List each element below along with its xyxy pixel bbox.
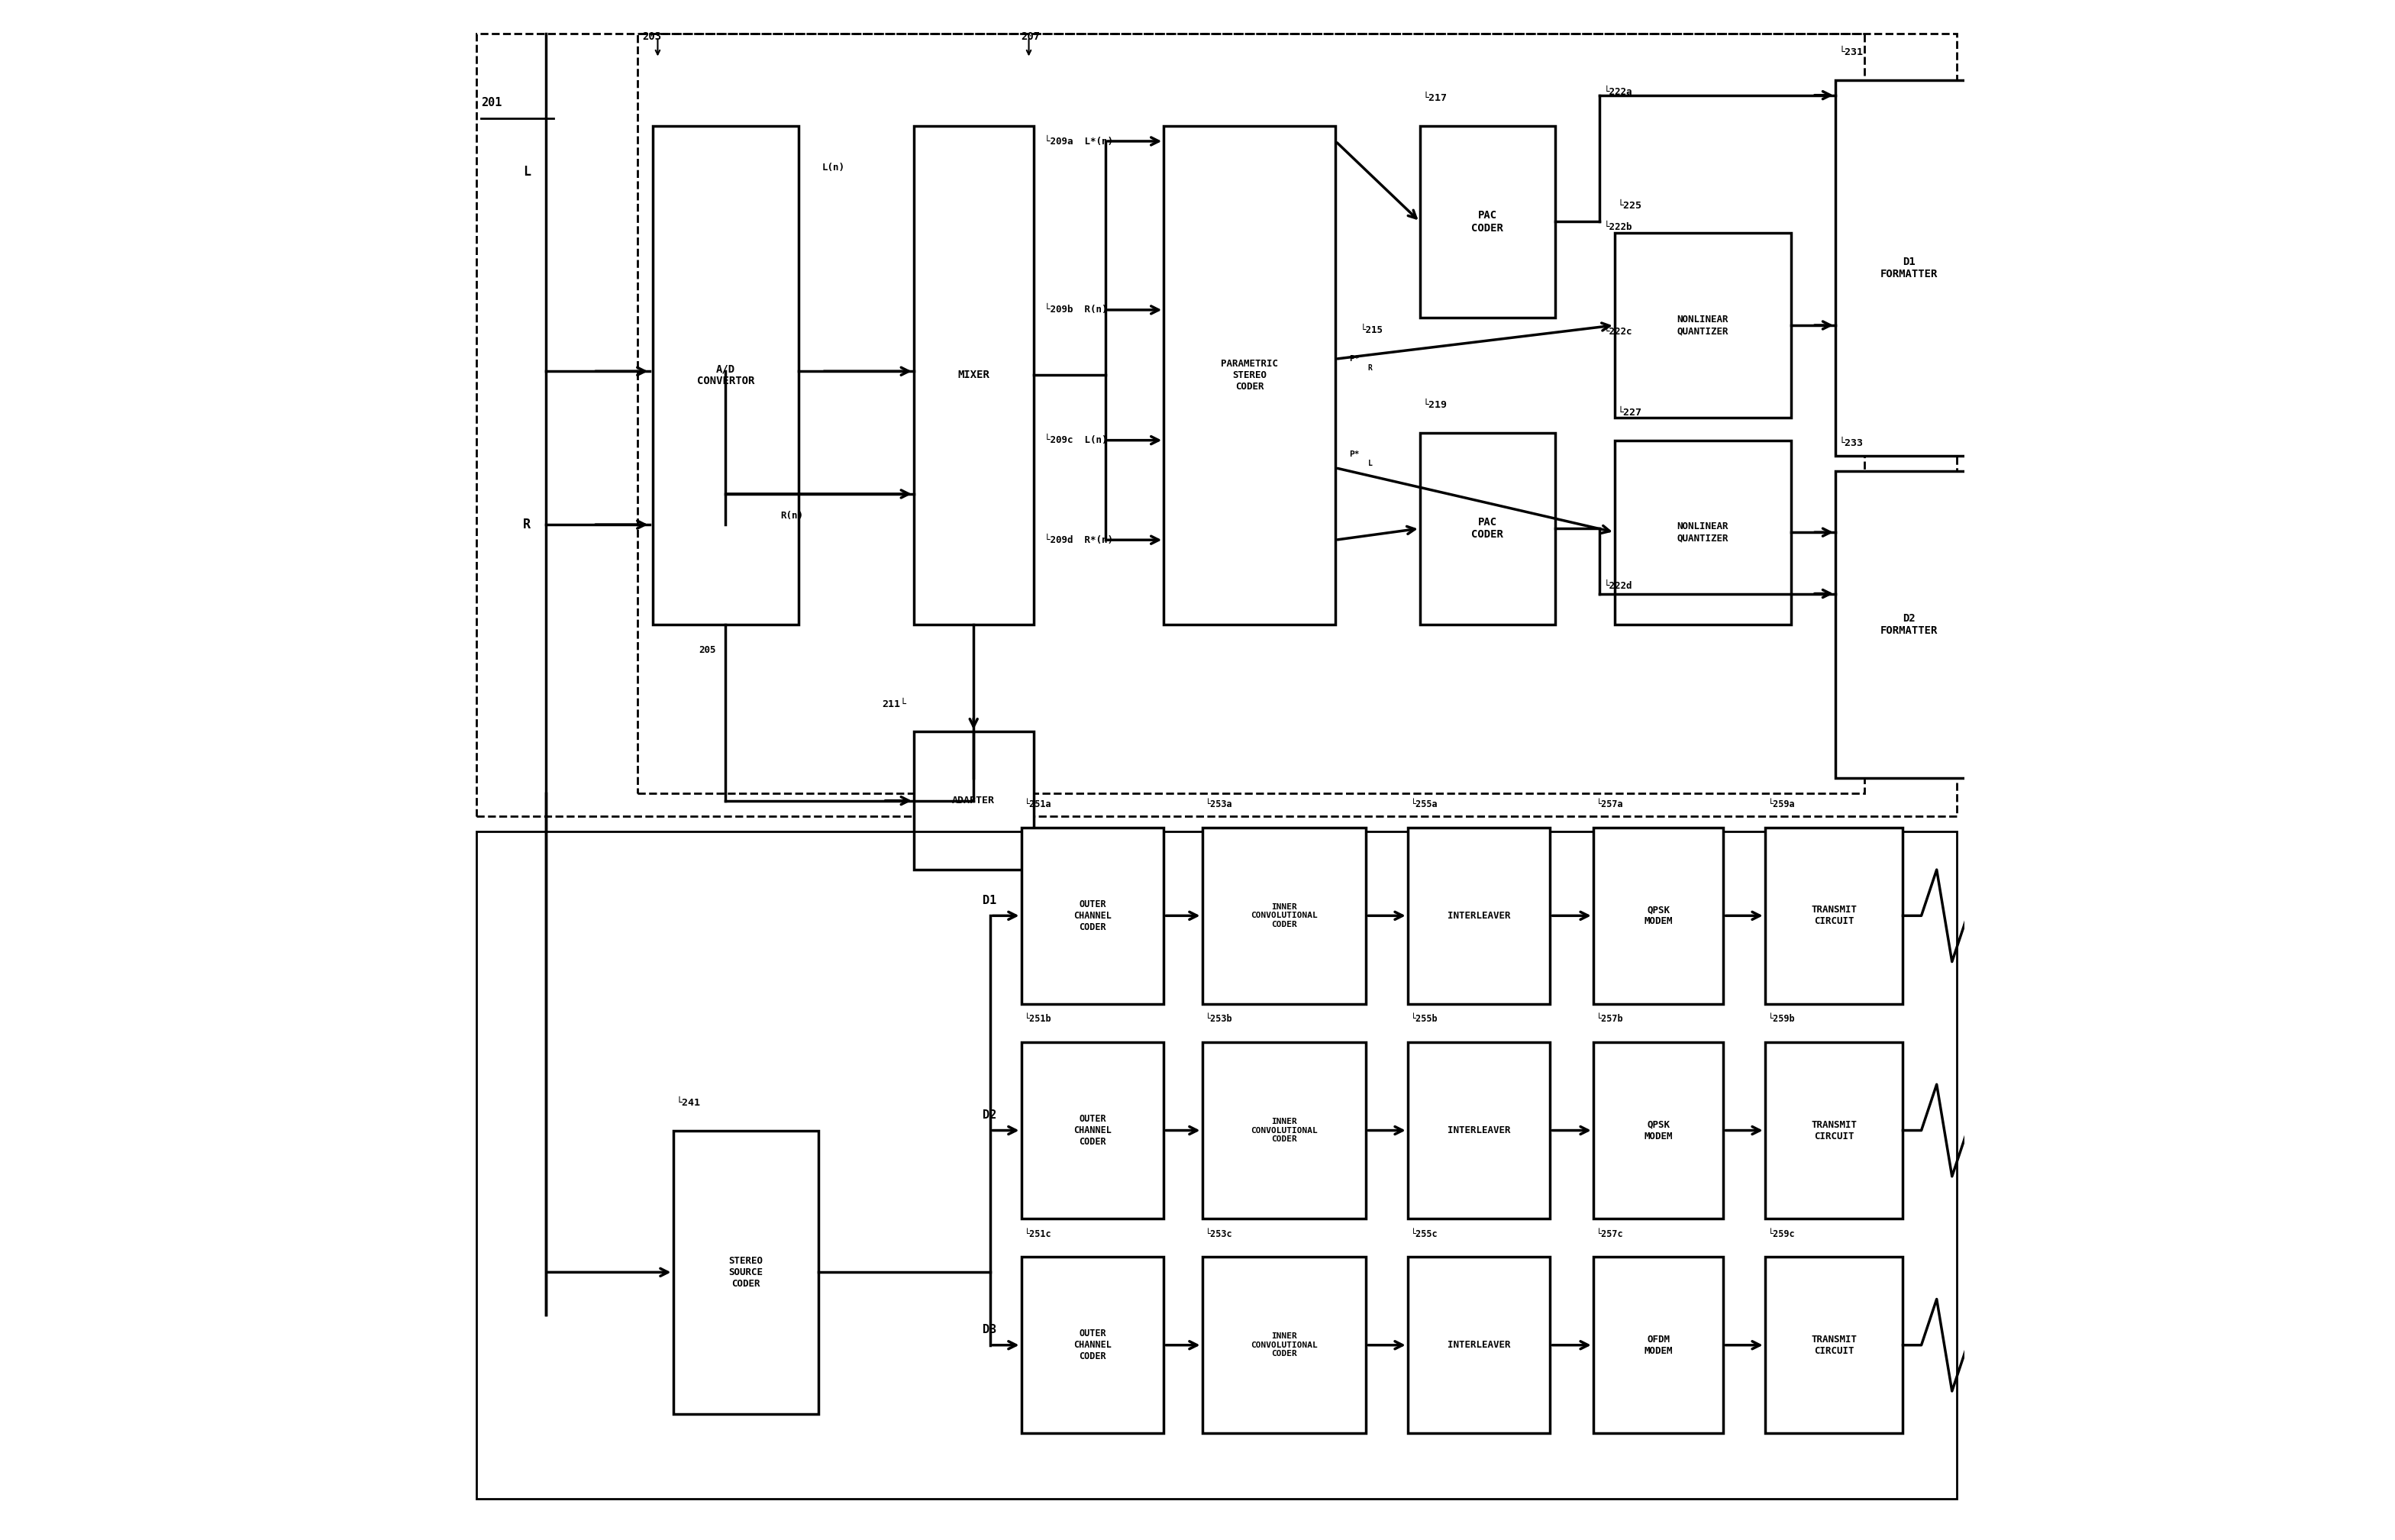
Text: └251b: └251b (1025, 1015, 1051, 1024)
Text: TRANSMIT
CIRCUIT: TRANSMIT CIRCUIT (1811, 1120, 1856, 1141)
Text: D1: D1 (982, 895, 996, 906)
Text: └241: └241 (675, 1098, 699, 1107)
Text: R: R (522, 517, 529, 531)
Text: P*: P* (1348, 450, 1360, 457)
Text: └209d  R*(n): └209d R*(n) (1044, 534, 1114, 545)
Text: └257b: └257b (1595, 1015, 1624, 1024)
FancyBboxPatch shape (1408, 1043, 1550, 1218)
Text: P*: P* (1348, 356, 1360, 363)
FancyBboxPatch shape (1420, 126, 1554, 317)
FancyBboxPatch shape (1593, 1043, 1724, 1218)
Text: R: R (1368, 365, 1372, 373)
Text: STEREO
SOURCE
CODER: STEREO SOURCE CODER (728, 1255, 764, 1289)
Text: └209a  L*(n): └209a L*(n) (1044, 136, 1114, 146)
Text: └215: └215 (1360, 325, 1382, 334)
FancyBboxPatch shape (1835, 80, 1983, 456)
Text: └259a: └259a (1768, 799, 1796, 810)
Text: └227: └227 (1617, 408, 1643, 417)
Text: QPSK
MODEM: QPSK MODEM (1643, 1120, 1672, 1141)
FancyBboxPatch shape (1202, 827, 1365, 1004)
Text: └255c: └255c (1411, 1229, 1437, 1238)
Text: 205: 205 (699, 645, 716, 656)
Text: 201: 201 (481, 97, 503, 109)
Text: └217: └217 (1423, 94, 1447, 103)
Text: NONLINEAR
QUANTIZER: NONLINEAR QUANTIZER (1676, 314, 1729, 336)
Text: └253a: └253a (1205, 799, 1233, 810)
FancyBboxPatch shape (1020, 1257, 1164, 1434)
FancyBboxPatch shape (1593, 827, 1724, 1004)
Text: 207: 207 (1020, 32, 1039, 42)
Text: OUTER
CHANNEL
CODER: OUTER CHANNEL CODER (1073, 899, 1111, 932)
Text: D2
FORMATTER: D2 FORMATTER (1880, 613, 1938, 636)
FancyBboxPatch shape (1765, 827, 1904, 1004)
FancyBboxPatch shape (1408, 1257, 1550, 1434)
Text: PAC
CODER: PAC CODER (1471, 209, 1504, 233)
Text: NONLINEAR
QUANTIZER: NONLINEAR QUANTIZER (1676, 522, 1729, 544)
Text: INTERLEAVER: INTERLEAVER (1447, 910, 1511, 921)
FancyBboxPatch shape (1020, 1043, 1164, 1218)
Text: A/D
CONVERTOR: A/D CONVERTOR (697, 363, 754, 387)
FancyBboxPatch shape (1765, 1257, 1904, 1434)
Text: └222b: └222b (1605, 222, 1633, 233)
Text: INTERLEAVER: INTERLEAVER (1447, 1126, 1511, 1135)
Text: └251a: └251a (1025, 799, 1051, 810)
Text: INNER
CONVOLUTIONAL
CODER: INNER CONVOLUTIONAL CODER (1250, 1332, 1317, 1358)
Text: L(n): L(n) (821, 162, 845, 172)
FancyBboxPatch shape (1614, 233, 1791, 417)
Text: └209b  R(n): └209b R(n) (1044, 305, 1106, 316)
Text: L: L (1368, 459, 1372, 467)
Text: TRANSMIT
CIRCUIT: TRANSMIT CIRCUIT (1811, 906, 1856, 927)
Text: └231: └231 (1839, 48, 1863, 57)
FancyBboxPatch shape (1614, 440, 1791, 624)
FancyBboxPatch shape (1020, 827, 1164, 1004)
Text: ADAPTER: ADAPTER (953, 796, 994, 805)
Text: └253c: └253c (1205, 1229, 1233, 1238)
FancyBboxPatch shape (915, 126, 1032, 624)
Text: └259c: └259c (1768, 1229, 1796, 1238)
Text: └219: └219 (1423, 400, 1447, 410)
FancyBboxPatch shape (1202, 1043, 1365, 1218)
FancyBboxPatch shape (1835, 471, 1983, 778)
FancyBboxPatch shape (915, 732, 1032, 870)
Text: └209c  L(n): └209c L(n) (1044, 436, 1106, 445)
Text: 211└: 211└ (881, 699, 905, 708)
Text: └222d: └222d (1605, 581, 1633, 591)
Text: └222a: └222a (1605, 88, 1633, 97)
Text: └225: └225 (1617, 200, 1643, 211)
FancyBboxPatch shape (654, 126, 800, 624)
Text: └257a: └257a (1595, 799, 1624, 810)
Text: D1
FORMATTER: D1 FORMATTER (1880, 256, 1938, 279)
Text: └253b: └253b (1205, 1015, 1233, 1024)
Text: └251c: └251c (1025, 1229, 1051, 1238)
Text: D2: D2 (982, 1109, 996, 1121)
FancyBboxPatch shape (1408, 827, 1550, 1004)
Text: └257c: └257c (1595, 1229, 1624, 1238)
Text: OFDM
MODEM: OFDM MODEM (1643, 1335, 1672, 1355)
Text: PAC
CODER: PAC CODER (1471, 517, 1504, 541)
FancyBboxPatch shape (1420, 433, 1554, 624)
Text: TRANSMIT
CIRCUIT: TRANSMIT CIRCUIT (1811, 1335, 1856, 1355)
FancyBboxPatch shape (1202, 1257, 1365, 1434)
Text: OUTER
CHANNEL
CODER: OUTER CHANNEL CODER (1073, 1329, 1111, 1361)
Text: INNER
CONVOLUTIONAL
CODER: INNER CONVOLUTIONAL CODER (1250, 902, 1317, 929)
FancyBboxPatch shape (1593, 1257, 1724, 1434)
Text: PARAMETRIC
STEREO
CODER: PARAMETRIC STEREO CODER (1221, 359, 1279, 391)
Text: └233: └233 (1839, 439, 1863, 448)
Text: └222c: └222c (1605, 326, 1633, 336)
Text: └259b: └259b (1768, 1015, 1796, 1024)
Text: INNER
CONVOLUTIONAL
CODER: INNER CONVOLUTIONAL CODER (1250, 1118, 1317, 1143)
Text: MIXER: MIXER (958, 370, 989, 380)
FancyBboxPatch shape (1765, 1043, 1904, 1218)
Text: D3: D3 (982, 1324, 996, 1335)
FancyBboxPatch shape (673, 1130, 819, 1414)
Text: 203: 203 (642, 32, 661, 42)
Text: QPSK
MODEM: QPSK MODEM (1643, 906, 1672, 927)
Text: L: L (522, 165, 529, 179)
Text: └255b: └255b (1411, 1015, 1437, 1024)
Text: OUTER
CHANNEL
CODER: OUTER CHANNEL CODER (1073, 1113, 1111, 1147)
Text: └255a: └255a (1411, 799, 1437, 810)
Text: INTERLEAVER: INTERLEAVER (1447, 1340, 1511, 1351)
Text: R(n): R(n) (781, 510, 802, 521)
FancyBboxPatch shape (1164, 126, 1336, 624)
